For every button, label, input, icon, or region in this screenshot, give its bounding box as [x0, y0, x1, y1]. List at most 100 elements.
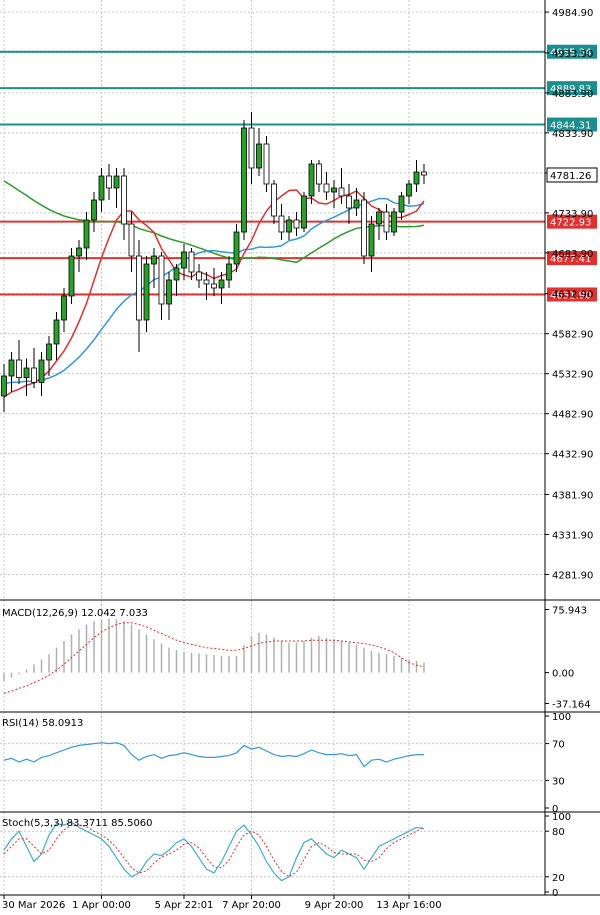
candle[interactable] — [121, 168, 127, 240]
candle[interactable] — [91, 192, 97, 232]
candle[interactable] — [136, 240, 142, 352]
price-tick-label: 4984.90 — [552, 8, 593, 19]
candle-body — [391, 211, 397, 233]
candle[interactable] — [271, 180, 277, 224]
candle[interactable] — [218, 272, 225, 304]
time-axis: 30 Mar 2026 1 Apr 00:00 5 Apr 22:01 7 Apr 2… — [2, 895, 442, 911]
candle-body — [248, 127, 255, 169]
candle[interactable] — [173, 264, 180, 296]
candle-body — [263, 143, 270, 185]
candle-body — [173, 267, 180, 281]
candles[interactable] — [1, 112, 427, 412]
candle[interactable] — [413, 160, 420, 192]
candle[interactable] — [188, 248, 195, 280]
candle[interactable] — [181, 244, 187, 280]
candle-body — [98, 175, 105, 201]
candle-body — [211, 283, 217, 289]
candle[interactable] — [31, 348, 37, 388]
price-tick-label: 4632.90 — [552, 290, 593, 301]
candle-body — [293, 219, 300, 229]
time-tick-label: 9 Apr 20:00 — [305, 900, 364, 911]
candle-body — [181, 251, 187, 269]
candle[interactable] — [248, 112, 255, 184]
candle[interactable] — [83, 212, 90, 260]
candle-body — [143, 263, 150, 321]
candle-body — [166, 279, 172, 305]
candle-body — [256, 143, 262, 169]
candle[interactable] — [278, 204, 285, 240]
candle[interactable] — [106, 164, 112, 200]
stoch-tick-label: 0 — [552, 888, 558, 899]
price-tick-label: 4482.90 — [552, 410, 593, 421]
candle[interactable] — [263, 136, 270, 192]
candle-body — [421, 171, 427, 176]
candle[interactable] — [301, 192, 307, 232]
candle[interactable] — [16, 340, 22, 384]
candle[interactable] — [53, 312, 60, 360]
candle[interactable] — [203, 272, 210, 300]
candle[interactable] — [1, 364, 7, 412]
candle[interactable] — [196, 264, 202, 288]
candle-body — [53, 319, 60, 345]
candle[interactable] — [406, 180, 412, 204]
candle[interactable] — [23, 358, 30, 396]
candle-body — [8, 359, 15, 377]
candle[interactable] — [61, 288, 67, 332]
macd-tick-label: 0.00 — [552, 669, 574, 680]
candle[interactable] — [158, 252, 165, 320]
horizontal-levels[interactable]: 4935.34 4889.83 4844.31 4722.93 4677.41 4631.… — [0, 44, 597, 302]
candle[interactable] — [308, 160, 315, 204]
candle[interactable] — [346, 184, 352, 224]
candle[interactable] — [143, 256, 150, 332]
candle[interactable] — [293, 212, 300, 236]
candle[interactable] — [368, 216, 375, 272]
candle[interactable] — [241, 120, 247, 240]
rsi-tick-label: 0 — [552, 804, 558, 815]
candle[interactable] — [113, 168, 120, 208]
rsi-tick-label: 100 — [552, 712, 571, 723]
candle-body — [68, 255, 75, 297]
level-label: 4889.83 — [550, 84, 591, 95]
candle-body — [128, 223, 135, 257]
candle[interactable] — [316, 160, 322, 192]
candle[interactable] — [68, 248, 75, 304]
time-tick-label: 30 Mar 2026 — [2, 900, 65, 911]
candle[interactable] — [128, 212, 135, 272]
candle[interactable] — [46, 336, 52, 376]
candle-body — [233, 231, 240, 265]
candle[interactable] — [166, 272, 172, 320]
candle-body — [271, 183, 277, 217]
candle[interactable] — [226, 256, 232, 288]
candle-body — [406, 183, 412, 197]
candle[interactable] — [98, 168, 105, 212]
candle[interactable] — [376, 208, 382, 240]
candle[interactable] — [421, 164, 427, 184]
price-tick-label: 4281.90 — [552, 570, 593, 581]
candle[interactable] — [211, 268, 217, 296]
candle[interactable] — [76, 240, 82, 272]
candle-body — [151, 255, 157, 265]
level-tag — [547, 44, 597, 59]
candle-body — [113, 175, 120, 189]
candle[interactable] — [361, 192, 367, 264]
candle-body — [196, 271, 202, 281]
candle[interactable] — [151, 248, 157, 288]
candle[interactable] — [286, 216, 292, 240]
candle[interactable] — [353, 188, 360, 216]
candle[interactable] — [331, 180, 337, 208]
candle-body — [83, 219, 90, 249]
candle[interactable] — [338, 168, 345, 204]
macd-tick-label: -37.164 — [552, 699, 591, 710]
candle[interactable] — [391, 208, 397, 236]
candle[interactable] — [233, 224, 240, 272]
candle[interactable] — [383, 204, 390, 240]
candle[interactable] — [38, 352, 45, 396]
candle[interactable] — [8, 352, 15, 392]
candle[interactable] — [256, 128, 262, 176]
candle-body — [226, 263, 232, 281]
price-axis: 4984.904933.904883.904833.904783.904733.… — [0, 0, 600, 896]
candle[interactable] — [398, 192, 405, 220]
candle[interactable] — [323, 172, 330, 200]
level-label: 4722.93 — [550, 218, 591, 229]
